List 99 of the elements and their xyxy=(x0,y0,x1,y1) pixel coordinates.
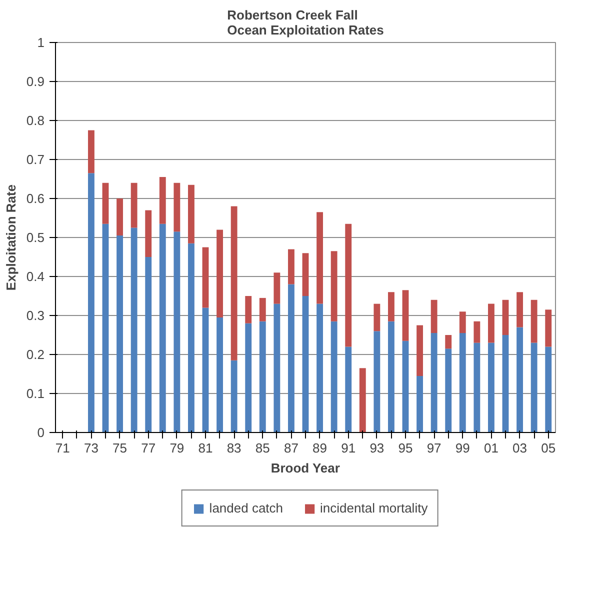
x-tick-label: 73 xyxy=(84,440,98,456)
bar xyxy=(288,249,294,284)
y-tick-label: 0.5 xyxy=(26,230,45,245)
bar xyxy=(230,206,238,360)
y-tick-label: 0.6 xyxy=(26,191,45,206)
x-axis-title: Brood Year xyxy=(270,460,340,476)
bar xyxy=(259,321,266,432)
bar xyxy=(359,368,366,432)
bar xyxy=(316,304,323,432)
bar xyxy=(445,348,452,432)
bar xyxy=(530,342,538,432)
bar xyxy=(230,360,238,432)
bar xyxy=(202,308,209,432)
bar xyxy=(474,321,480,343)
bar xyxy=(188,184,194,244)
y-tick-label: 0.9 xyxy=(26,74,45,89)
legend-label: incidental mortality xyxy=(320,500,428,516)
bar xyxy=(216,317,223,432)
y-axis-title: Exploitation Rate xyxy=(3,184,18,291)
bar xyxy=(445,335,452,349)
x-tick-label: 89 xyxy=(312,440,328,456)
bar xyxy=(302,296,309,432)
bar xyxy=(459,312,466,334)
bar xyxy=(545,310,552,347)
bar xyxy=(174,182,180,232)
x-tick-label: 01 xyxy=(484,440,498,456)
bar xyxy=(330,321,338,432)
x-tick-label: 83 xyxy=(226,440,242,456)
bar xyxy=(102,224,109,432)
bar xyxy=(530,300,538,343)
x-tick-label: 05 xyxy=(541,440,556,456)
bar xyxy=(216,230,223,318)
bar xyxy=(388,321,394,432)
bar xyxy=(88,130,94,174)
bar xyxy=(416,325,423,376)
bar xyxy=(516,292,523,328)
y-tick-label: 0.1 xyxy=(26,386,45,401)
bar xyxy=(430,333,438,432)
bar xyxy=(116,198,123,236)
bar xyxy=(345,224,352,347)
x-tick-label: 91 xyxy=(341,440,356,456)
bar xyxy=(159,224,166,432)
x-tick-label: 85 xyxy=(255,440,270,456)
bar xyxy=(374,304,380,332)
bar xyxy=(274,272,280,304)
bar xyxy=(502,300,509,335)
y-tick-label: 0.7 xyxy=(26,152,45,167)
y-tick-label: 0.2 xyxy=(26,347,45,362)
bar xyxy=(288,284,294,432)
x-tick-label: 93 xyxy=(370,440,384,456)
bar xyxy=(188,243,194,432)
y-tick-label: 0.4 xyxy=(26,269,45,284)
bar xyxy=(345,346,352,432)
bar xyxy=(416,376,423,432)
bar xyxy=(116,236,123,432)
bar xyxy=(316,212,323,304)
bar xyxy=(474,342,480,432)
x-tick-label: 79 xyxy=(170,440,184,456)
bar xyxy=(259,298,266,322)
x-tick-label: 81 xyxy=(198,440,213,456)
bar xyxy=(302,253,309,296)
bar xyxy=(245,323,252,432)
bar xyxy=(130,228,138,432)
bar xyxy=(174,232,180,432)
bar xyxy=(330,251,338,322)
x-tick-label: 97 xyxy=(426,440,442,456)
x-tick-label: 71 xyxy=(55,440,70,456)
x-tick-label: 99 xyxy=(455,440,470,456)
y-tick-label: 0.3 xyxy=(26,308,45,323)
y-tick-label: 0 xyxy=(37,425,45,440)
y-tick-label: 0.8 xyxy=(26,113,45,128)
bar xyxy=(88,173,94,432)
x-tick-label: 77 xyxy=(141,440,156,456)
bar xyxy=(159,177,166,224)
legend-label: landed catch xyxy=(209,500,284,516)
bar xyxy=(274,304,280,432)
chart-title: Robertson Creek Fall Ocean Exploitation Rates xyxy=(227,8,384,38)
bar xyxy=(202,247,209,308)
bar xyxy=(459,333,466,432)
x-tick-label: 95 xyxy=(398,440,413,456)
bar xyxy=(102,182,109,224)
bar xyxy=(430,300,438,334)
bar xyxy=(545,346,552,432)
bar xyxy=(245,296,252,324)
bar xyxy=(388,292,394,322)
bar xyxy=(402,340,409,432)
bar xyxy=(516,327,523,432)
x-tick-label: 87 xyxy=(284,440,298,456)
bar xyxy=(488,342,494,432)
bar xyxy=(488,304,494,343)
bar xyxy=(374,331,380,432)
bar xyxy=(402,290,409,341)
bar xyxy=(145,257,152,432)
x-tick-label: 75 xyxy=(112,440,128,456)
bar xyxy=(502,335,509,432)
bar xyxy=(145,210,152,257)
y-tick-label: 1 xyxy=(37,35,45,50)
bar xyxy=(130,182,138,228)
x-tick-label: 03 xyxy=(512,440,528,456)
